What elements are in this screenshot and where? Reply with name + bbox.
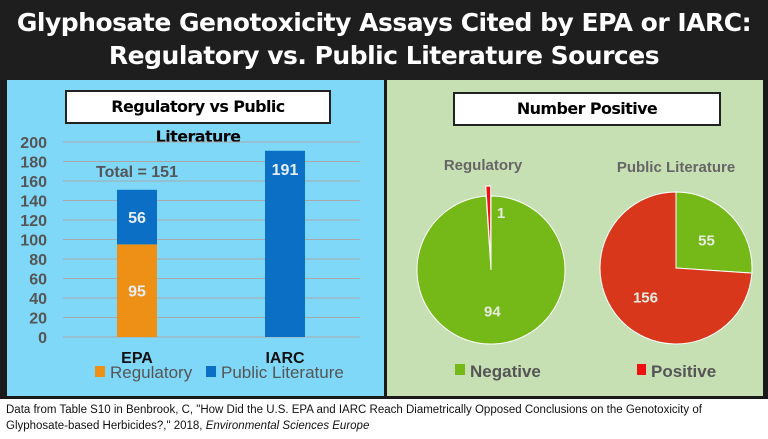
legend-label: Regulatory: [110, 363, 193, 382]
y-tick-label: 20: [29, 311, 47, 328]
title-line-1: Glyphosate Genotoxicity Assays Cited by …: [16, 8, 752, 37]
data-label: 191: [272, 162, 299, 179]
pie-data-label: 94: [484, 304, 501, 321]
bar-iarc-public-literature: [265, 150, 305, 337]
pie-chart-title: Number Positive: [453, 92, 721, 126]
legend-label: Public Literature: [221, 363, 344, 382]
x-tick-label: IARC: [265, 350, 305, 367]
bar-chart: 0 20 40 60 80 100 120 140 160 180 200 95 56 EPA 191 IAR…: [20, 135, 360, 382]
y-tick-label: 180: [20, 155, 47, 172]
pie-slice-negative: [416, 195, 566, 345]
legend-swatch-negative: [455, 364, 465, 375]
y-tick-label: 140: [20, 194, 47, 211]
legend-label: Positive: [651, 362, 716, 381]
data-label: 95: [128, 284, 146, 301]
y-tick-label: 80: [29, 252, 47, 269]
legend-swatch-positive: [637, 364, 646, 375]
legend-swatch-regulatory: [95, 366, 105, 377]
pie-data-label: 55: [698, 232, 715, 249]
y-tick-label: 40: [29, 291, 47, 308]
total-annotation: Total = 151: [96, 164, 178, 181]
bar-chart-panel: Regulatory vs Public Literature 0 20 40 60 8…: [7, 80, 384, 396]
pie-slice-positive: [599, 191, 753, 345]
pie-data-label: 1: [497, 205, 505, 222]
y-tick-label: 160: [20, 174, 47, 191]
y-tick-label: 200: [20, 135, 47, 152]
y-tick-label: 60: [29, 272, 47, 289]
pie-charts: Regulatory 94 1 Public Literature 55 156 Negat…: [416, 157, 753, 381]
bar-chart-title: Regulatory vs Public Literature: [65, 90, 331, 146]
pie-title: Public Literature: [617, 159, 735, 176]
legend-swatch-public-literature: [206, 366, 216, 377]
page-title: Glyphosate Genotoxicity Assays Cited by …: [0, 0, 768, 80]
pie-data-label: 156: [633, 290, 658, 307]
y-tick-label: 0: [38, 330, 47, 347]
source-text: Data from Table S10 in Benbrook, C, "How…: [6, 404, 702, 432]
title-line-2: Regulatory vs. Public Literature Sources: [108, 41, 660, 70]
bar-epa-public-literature: [117, 189, 157, 245]
source-note: Data from Table S10 in Benbrook, C, "How…: [0, 399, 768, 439]
pie-slice-negative: [675, 191, 753, 274]
x-tick-label: EPA: [121, 350, 153, 367]
y-tick-label: 100: [20, 233, 47, 250]
pie-chart-panel: Number Positive Regulatory 94 1 Public Lite…: [387, 80, 763, 396]
bar-epa-regulatory: [117, 244, 157, 337]
y-tick-label: 120: [20, 213, 47, 230]
pie-title: Regulatory: [444, 157, 523, 174]
pie-slice-positive: [485, 185, 492, 261]
data-label: 56: [128, 210, 146, 227]
source-journal: Environmental Sciences Europe: [205, 420, 370, 432]
legend-label: Negative: [470, 362, 541, 381]
